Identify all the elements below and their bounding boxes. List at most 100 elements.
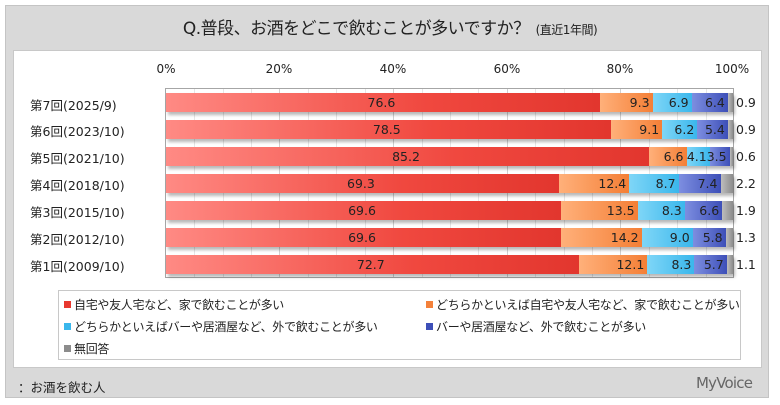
bar-segment xyxy=(727,93,733,112)
no-answer-value-label: 1.1 xyxy=(736,257,756,272)
bar-segment: 8.3 xyxy=(637,201,685,220)
bar-value-label: 85.2 xyxy=(392,149,420,164)
bar-segment: 76.6 xyxy=(166,93,600,112)
legend-item: どちらかといえば自宅や友人宅など、家で飲むことが多い xyxy=(426,296,740,313)
bar-segment: 69.3 xyxy=(166,174,559,193)
bar-segment: 5.8 xyxy=(692,228,726,247)
bar-value-label: 5.4 xyxy=(704,122,725,137)
bar-value-label: 12.1 xyxy=(616,257,645,272)
bar-value-label: 8.3 xyxy=(671,257,692,272)
axis-tick-60: 60% xyxy=(493,62,521,76)
legend-label: 無回答 xyxy=(74,342,110,356)
bar-value-label: 12.4 xyxy=(598,176,627,191)
bar-value-label: 9.1 xyxy=(639,122,660,137)
bar-segment: 13.5 xyxy=(561,201,638,220)
bar-segment: 12.4 xyxy=(558,174,630,193)
bar-segment xyxy=(729,147,733,166)
stacked-bar: 78.5 9.1 6.2 5.4 xyxy=(166,120,733,139)
row-label: 第5回(2021/10) xyxy=(30,151,125,166)
bar-value-label: 5.8 xyxy=(702,230,723,245)
no-answer-value-label: 0.6 xyxy=(736,149,756,164)
legend-label: バーや居酒屋など、外で飲むことが多い xyxy=(436,320,647,334)
bar-value-label: 13.5 xyxy=(606,203,635,218)
legend-label: どちらかといえば自宅や友人宅など、家で飲むことが多い xyxy=(436,298,740,312)
legend-swatch-icon xyxy=(426,301,433,308)
bar-value-label: 6.2 xyxy=(674,122,695,137)
bar-segment: 9.0 xyxy=(641,228,693,247)
legend-item: 自宅や友人宅など、家で飲むことが多い xyxy=(64,296,284,313)
bar-segment xyxy=(727,120,733,139)
bar-segment: 4.1 xyxy=(686,147,710,166)
legend-item: バーや居酒屋など、外で飲むことが多い xyxy=(426,318,646,335)
bar-value-label: 14.2 xyxy=(610,230,639,245)
bar-segment: 3.5 xyxy=(707,147,730,166)
legend-swatch-icon xyxy=(64,301,71,308)
bar-value-label: 69.6 xyxy=(348,203,376,218)
bar-value-label: 78.5 xyxy=(372,122,401,137)
footnote: ：お酒を飲む人 xyxy=(18,380,106,395)
legend-swatch-icon xyxy=(426,323,433,330)
bar-segment: 6.6 xyxy=(649,147,687,166)
axis-tick-40: 40% xyxy=(379,62,407,76)
bar-value-label: 8.3 xyxy=(661,203,682,218)
stacked-bar: 69.3 12.4 8.7 7.4 xyxy=(166,174,733,193)
no-answer-value-label: 0.9 xyxy=(736,95,756,110)
bar-segment: 69.6 xyxy=(166,228,562,247)
bar-segment: 9.3 xyxy=(599,93,653,112)
bar-segment: 12.1 xyxy=(578,255,648,274)
bar-segment: 72.7 xyxy=(166,255,579,274)
stacked-bar: 76.6 9.3 6.9 6.4 xyxy=(166,93,733,112)
bar-segment: 5.7 xyxy=(694,255,727,274)
bar-segment: 6.6 xyxy=(684,201,723,220)
bar-segment xyxy=(722,201,733,220)
bar-segment: 6.4 xyxy=(691,93,728,112)
bar-value-label: 7.4 xyxy=(697,176,718,191)
stacked-bar: 85.2 6.6 4.1 3.5 xyxy=(166,147,733,166)
no-answer-value-label: 1.3 xyxy=(736,230,756,245)
bar-segment: 9.1 xyxy=(610,120,663,139)
axis-tick-0: 0% xyxy=(156,62,176,76)
bar-segment: 14.2 xyxy=(561,228,642,247)
legend-item: どちらかといえばバーや居酒屋など、外で飲むことが多い xyxy=(64,318,378,335)
no-answer-value-label: 1.9 xyxy=(736,203,756,218)
no-answer-value-label: 0.9 xyxy=(736,122,756,137)
bar-segment: 69.6 xyxy=(166,201,562,220)
row-label: 第7回(2025/9) xyxy=(30,98,117,113)
chart-subtitle: (直近1年間) xyxy=(535,23,598,37)
legend-swatch-icon xyxy=(64,345,71,352)
bar-segment: 6.2 xyxy=(662,120,698,139)
bar-value-label: 8.7 xyxy=(655,176,676,191)
legend-item: 無回答 xyxy=(64,340,109,357)
bar-value-label: 76.6 xyxy=(367,95,396,110)
bar-segment: 8.3 xyxy=(647,255,695,274)
row-label: 第6回(2023/10) xyxy=(30,124,125,139)
axis-tick-20: 20% xyxy=(265,62,293,76)
axis-tick-100: 100% xyxy=(714,62,750,76)
legend-label: 自宅や友人宅など、家で飲むことが多い xyxy=(74,298,285,312)
bar-segment: 8.7 xyxy=(629,174,679,193)
bar-value-label: 5.7 xyxy=(703,257,724,272)
bar-value-label: 6.6 xyxy=(663,149,684,164)
brand-logo: MyVoice xyxy=(696,374,753,392)
legend-swatch-icon xyxy=(64,323,71,330)
chart-title-text: Q.普段、お酒をどこで飲むことが多いですか？ xyxy=(182,19,530,39)
bar-value-label: 9.0 xyxy=(669,230,690,245)
stacked-bar: 72.7 12.1 8.3 5.7 xyxy=(166,255,733,274)
bar-value-label: 69.3 xyxy=(347,176,375,191)
bar-segment: 7.4 xyxy=(678,174,721,193)
stacked-bar: 69.6 13.5 8.3 6.6 xyxy=(166,201,733,220)
legend: 自宅や友人宅など、家で飲むことが多い どちらかといえば自宅や友人宅など、家で飲む… xyxy=(58,290,741,360)
bar-segment: 85.2 xyxy=(166,147,650,166)
axis-tick-80: 80% xyxy=(606,62,634,76)
bar-segment xyxy=(726,255,733,274)
row-label: 第1回(2009/10) xyxy=(30,259,125,274)
row-label: 第2回(2012/10) xyxy=(30,232,125,247)
bar-segment xyxy=(725,228,733,247)
chart-title: Q.普段、お酒をどこで飲むことが多いですか？ (直近1年間) xyxy=(0,14,780,39)
bar-segment: 78.5 xyxy=(166,120,611,139)
bar-value-label: 6.6 xyxy=(699,203,720,218)
bar-segment: 5.4 xyxy=(697,120,728,139)
row-label: 第3回(2015/10) xyxy=(30,205,125,220)
bar-value-label: 69.6 xyxy=(348,230,376,245)
bar-segment xyxy=(720,174,733,193)
